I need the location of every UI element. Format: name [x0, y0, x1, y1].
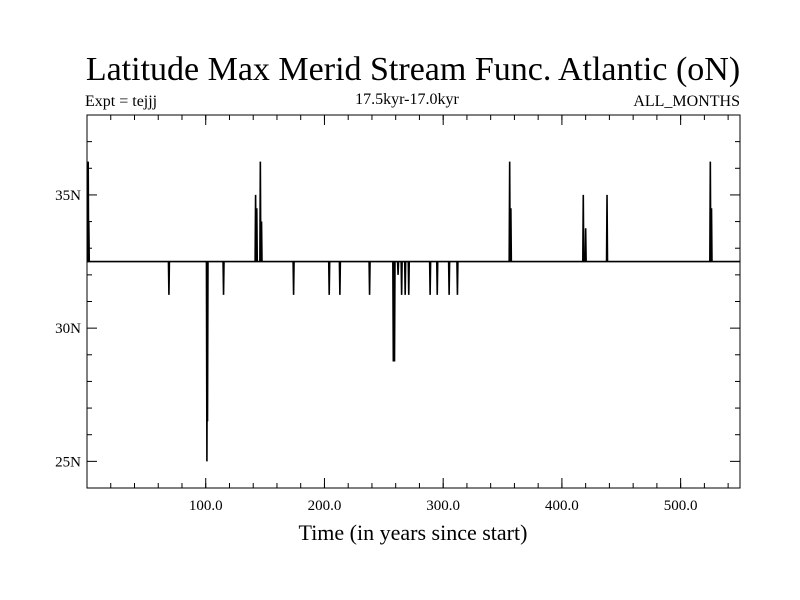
x-tick-label: 300.0: [426, 498, 460, 514]
plot-frame: [86, 114, 741, 489]
x-tick-label: 500.0: [664, 498, 698, 514]
subtitle-right: ALL_MONTHS: [633, 93, 740, 110]
x-tick-label: 200.0: [308, 498, 342, 514]
subtitle-center: 17.5kyr-17.0kyr: [355, 91, 459, 108]
y-tick-label: 35N: [55, 188, 81, 204]
x-tick-label: 400.0: [545, 498, 579, 514]
subtitle-left: Expt = tejjj: [85, 93, 157, 110]
x-axis-label: Time (in years since start): [299, 520, 528, 545]
chart-title: Latitude Max Merid Stream Func. Atlantic…: [86, 51, 740, 88]
y-tick-label: 25N: [55, 454, 81, 470]
y-tick-label: 30N: [55, 321, 81, 337]
series-line: [86, 161, 740, 462]
axis-ticks: [87, 114, 740, 489]
x-tick-label: 100.0: [189, 498, 223, 514]
tick-labels: 100.0 200.0 300.0 400.0 500.0 25N 30N 35N: [55, 188, 697, 514]
